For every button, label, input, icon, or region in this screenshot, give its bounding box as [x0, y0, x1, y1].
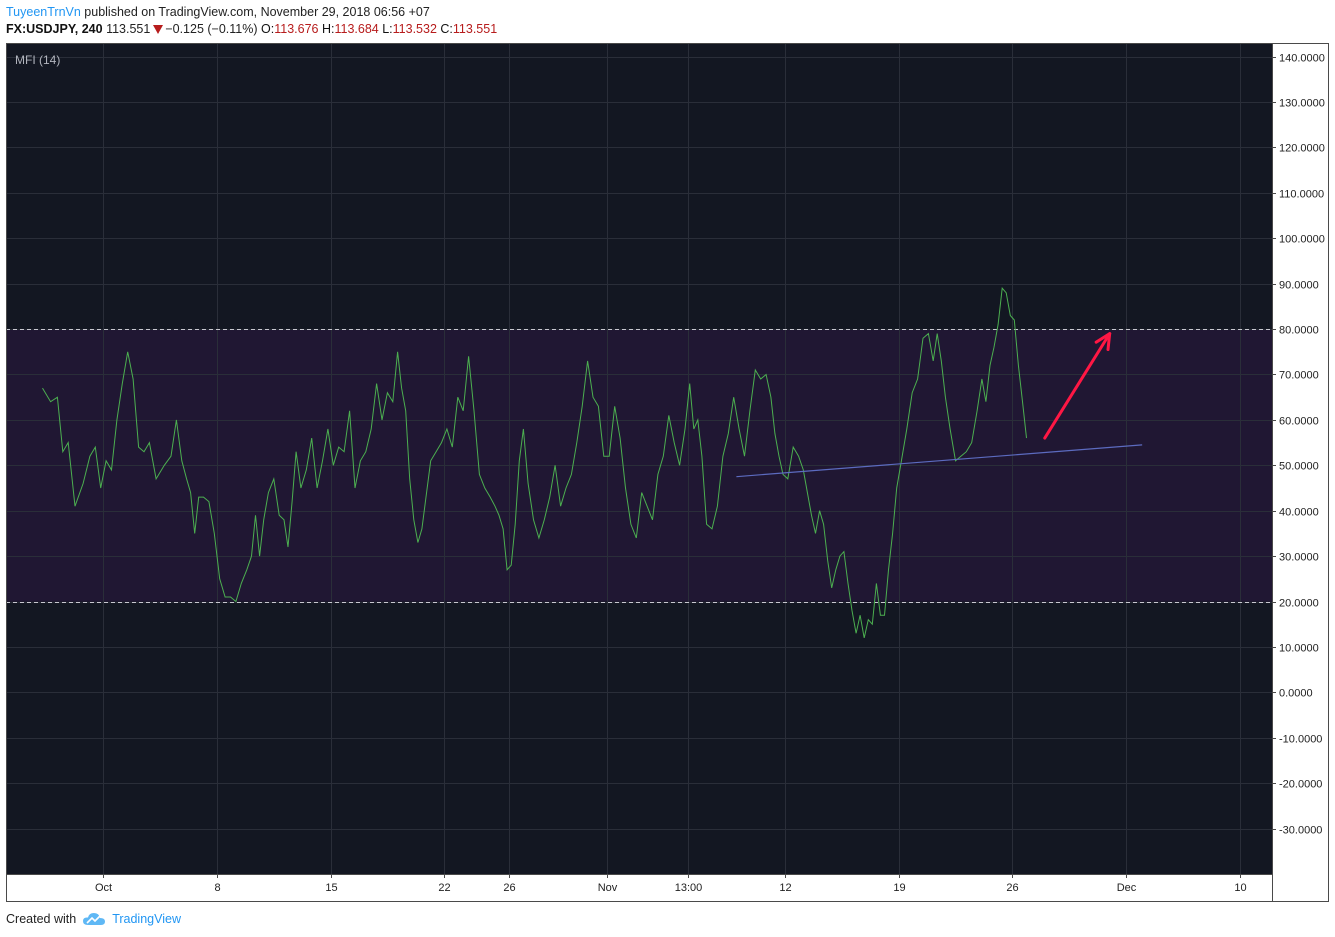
x-tick-label: 13:00 — [675, 882, 703, 894]
x-tick-label: Nov — [598, 882, 618, 894]
y-tick-label: 110.0000 — [1279, 189, 1324, 201]
close-value: 113.551 — [452, 22, 498, 36]
price-axis[interactable]: 140.0000 130.0000 120.0000 110.0000 100.0000… — [1272, 53, 1325, 837]
arrow-head — [1094, 332, 1112, 352]
time-axis[interactable]: Oct 8 15 22 26 Nov 13:00 12 19 26 Dec 10 — [95, 874, 1247, 894]
created-with-text: Created with — [6, 912, 77, 926]
y-tick-label: -30.0000 — [1279, 825, 1322, 837]
x-tick-label: 22 — [438, 882, 450, 894]
chart-header: TuyeenTrnVn published on TradingView.com… — [6, 4, 497, 38]
y-tick-label: 40.0000 — [1279, 507, 1319, 519]
y-tick-label: -20.0000 — [1279, 779, 1322, 791]
x-tick-label: 10 — [1234, 882, 1246, 894]
x-tick-label: Dec — [1117, 882, 1137, 894]
chart-area[interactable]: MFI (14) 140.0000 130.0000 120.0000 110.000… — [6, 43, 1329, 902]
y-tick-label: -10.0000 — [1279, 734, 1322, 746]
x-tick-label: 26 — [503, 882, 515, 894]
footer: Created with TradingView — [6, 911, 181, 927]
y-tick-label: 20.0000 — [1279, 598, 1319, 610]
x-tick-label: Oct — [95, 882, 112, 894]
x-tick-label: 15 — [325, 882, 337, 894]
publish-info: TuyeenTrnVn published on TradingView.com… — [6, 4, 497, 21]
mfi-series-line — [42, 287, 1027, 639]
x-tick-label: 8 — [214, 882, 220, 894]
y-tick-label: 60.0000 — [1279, 416, 1319, 428]
y-tick-label: 80.0000 — [1279, 325, 1319, 337]
arrow-shaft — [1043, 332, 1112, 440]
open-label: O: — [261, 22, 275, 36]
time-scale-background — [6, 874, 1272, 902]
close-label: C: — [440, 22, 453, 36]
y-tick-label: 120.0000 — [1279, 143, 1325, 155]
publish-text: published on TradingView.com, November 2… — [84, 5, 430, 19]
chart-border — [6, 43, 1329, 902]
price-change: −0.125 (−0.11%) — [165, 22, 258, 36]
y-tick-label: 10.0000 — [1279, 643, 1319, 655]
high-value: 113.684 — [334, 22, 379, 36]
open-value: 113.676 — [274, 22, 319, 36]
down-triangle-icon — [153, 25, 164, 34]
symbol-label[interactable]: FX:USDJPY, 240 — [6, 22, 103, 36]
x-tick-label: 12 — [779, 882, 791, 894]
last-price: 113.551 — [106, 22, 151, 36]
y-tick-label: 0.0000 — [1279, 688, 1313, 700]
price-scale-background — [1272, 43, 1329, 902]
indicator-label[interactable]: MFI (14) — [15, 53, 60, 67]
up-arrow-annotation[interactable] — [1043, 332, 1112, 440]
x-tick-label: 26 — [1006, 882, 1018, 894]
y-tick-label: 130.0000 — [1279, 98, 1325, 110]
author-link[interactable]: TuyeenTrnVn — [6, 5, 81, 19]
y-tick-label: 140.0000 — [1279, 53, 1325, 65]
high-label: H: — [321, 22, 335, 36]
tradingview-link[interactable]: TradingView — [112, 912, 181, 926]
y-tick-label: 70.0000 — [1279, 370, 1319, 382]
trend-line[interactable] — [736, 444, 1143, 478]
low-label: L: — [382, 22, 393, 36]
low-value: 113.532 — [392, 22, 437, 36]
y-tick-label: 50.0000 — [1279, 461, 1319, 473]
x-tick-label: 19 — [893, 882, 905, 894]
tradingview-cloud-icon — [82, 911, 106, 927]
y-tick-label: 90.0000 — [1279, 280, 1319, 292]
y-tick-label: 100.0000 — [1279, 234, 1325, 246]
mfi-chart[interactable]: MFI (14) 140.0000130.0000120.0000110.000… — [6, 43, 1329, 902]
symbol-info: FX:USDJPY, 240 113.551 −0.125 (−0.11%) O:… — [6, 21, 497, 38]
y-tick-label: 30.0000 — [1279, 552, 1319, 564]
